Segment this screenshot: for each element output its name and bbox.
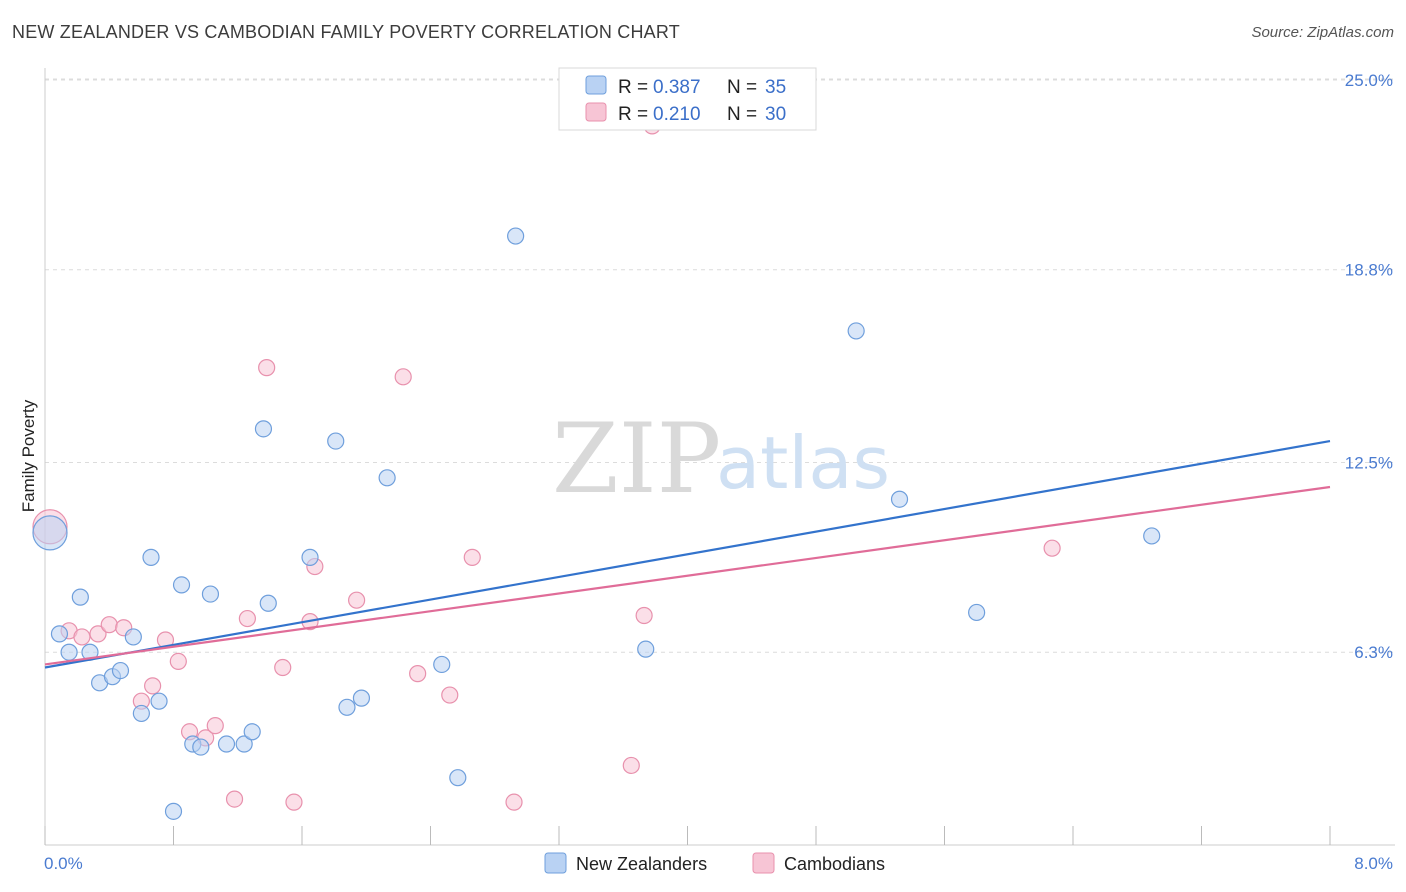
point-cambodians-4	[100, 616, 118, 634]
point-new-zealanders-22	[301, 548, 319, 566]
legend-top: R = 0.387 N = 35 R = 0.210 N = 30	[558, 67, 817, 131]
point-new-zealanders-12	[164, 802, 183, 820]
point-new-zealanders-26	[378, 469, 396, 487]
x-tick-label-1: 8.0%	[1354, 854, 1393, 873]
point-new-zealanders-32	[890, 490, 909, 508]
watermark-atlas: atlas	[716, 421, 890, 505]
point-cambodians-29	[1043, 539, 1061, 557]
trend-line-cambodians	[44, 485, 1331, 666]
legend-r-label-blue: R =	[618, 77, 648, 98]
legend-r-value-pink: 0.210	[653, 104, 701, 125]
point-new-zealanders-24	[338, 698, 356, 716]
point-new-zealanders-13	[172, 576, 191, 594]
y-tick-label-0: 6.3%	[1354, 643, 1393, 662]
point-new-zealanders-8	[124, 628, 142, 646]
point-new-zealanders-27	[433, 655, 451, 674]
point-cambodians-17	[285, 793, 303, 811]
point-new-zealanders-19	[243, 723, 261, 741]
point-cambodians-15	[258, 359, 276, 377]
point-new-zealanders-17	[217, 735, 236, 753]
point-new-zealanders-23	[327, 432, 345, 450]
point-new-zealanders-33	[968, 603, 986, 622]
point-new-zealanders-11	[150, 692, 168, 710]
point-new-zealanders-1	[50, 625, 69, 643]
point-cambodians-7	[144, 677, 162, 695]
point-cambodians-26	[622, 756, 640, 775]
legend-n-value-blue: 35	[765, 77, 786, 98]
point-cambodians-24	[463, 548, 481, 566]
legend-n-value-pink: 30	[765, 104, 786, 125]
point-cambodians-22	[409, 665, 427, 683]
chart-title: NEW ZEALANDER VS CAMBODIAN FAMILY POVERT…	[12, 22, 680, 42]
y-tick-label-3: 25.0%	[1345, 71, 1393, 90]
gridlines	[45, 78, 1395, 653]
legend-r-value-blue: 0.387	[653, 77, 701, 98]
legend-bottom-label-new-zealanders: New Zealanders	[576, 854, 707, 874]
point-new-zealanders-9	[132, 704, 150, 723]
point-new-zealanders-30	[637, 640, 655, 658]
point-cambodians-3	[89, 625, 107, 643]
point-new-zealanders-25	[352, 689, 371, 707]
legend-bottom: New Zealanders Cambodians	[544, 852, 885, 874]
legend-bottom-swatch-pink	[752, 852, 775, 874]
y-axis-label: Family Poverty	[19, 399, 38, 512]
y-tick-label-2: 18.8%	[1345, 261, 1393, 280]
point-new-zealanders-34	[1143, 527, 1161, 545]
point-cambodians-27	[635, 606, 653, 625]
legend-bottom-swatch-blue	[544, 852, 567, 874]
watermark: ZIP atlas	[552, 403, 890, 515]
point-new-zealanders-7	[111, 661, 130, 680]
trend-line-new-zealanders	[44, 439, 1331, 669]
x-tick-labels: 0.0% 8.0%	[44, 854, 1393, 873]
legend-bottom-label-cambodians: Cambodians	[784, 854, 885, 874]
legend-r-label-pink: R =	[618, 104, 648, 125]
point-new-zealanders-16	[201, 585, 220, 603]
point-new-zealanders-20	[254, 420, 273, 438]
point-cambodians-14	[238, 609, 256, 628]
legend-swatch-blue	[585, 75, 607, 95]
legend-n-label-pink: N =	[727, 104, 757, 125]
point-cambodians-20	[348, 591, 366, 609]
point-new-zealanders-29	[507, 227, 525, 245]
x-tick-label-0: 0.0%	[44, 854, 83, 873]
y-tick-label-1: 12.5%	[1345, 454, 1393, 473]
point-new-zealanders-0	[32, 515, 68, 551]
y-tick-labels: 6.3% 12.5% 18.8% 25.0%	[1345, 71, 1393, 662]
point-new-zealanders-21	[259, 594, 277, 612]
point-new-zealanders-18	[235, 735, 253, 753]
point-cambodians-2	[73, 628, 91, 646]
legend-n-label-blue: N =	[727, 77, 757, 98]
point-cambodians-23	[441, 686, 459, 704]
point-cambodians-13	[225, 790, 244, 808]
point-cambodians-25	[505, 793, 523, 811]
point-new-zealanders-2	[60, 643, 78, 661]
point-new-zealanders-10	[142, 548, 160, 566]
trend-lines	[44, 439, 1331, 669]
point-new-zealanders-15	[192, 738, 210, 756]
point-new-zealanders-3	[71, 588, 89, 606]
watermark-zip: ZIP	[552, 403, 721, 515]
point-cambodians-9	[169, 652, 187, 671]
data-points	[32, 117, 1161, 820]
point-new-zealanders-28	[449, 769, 467, 787]
axes	[44, 68, 1395, 846]
legend-swatch-pink	[585, 102, 607, 122]
point-cambodians-21	[394, 368, 412, 386]
source-label: Source: ZipAtlas.com	[1251, 24, 1394, 41]
point-new-zealanders-31	[847, 322, 865, 340]
point-cambodians-12	[206, 717, 224, 735]
point-cambodians-16	[274, 658, 292, 677]
